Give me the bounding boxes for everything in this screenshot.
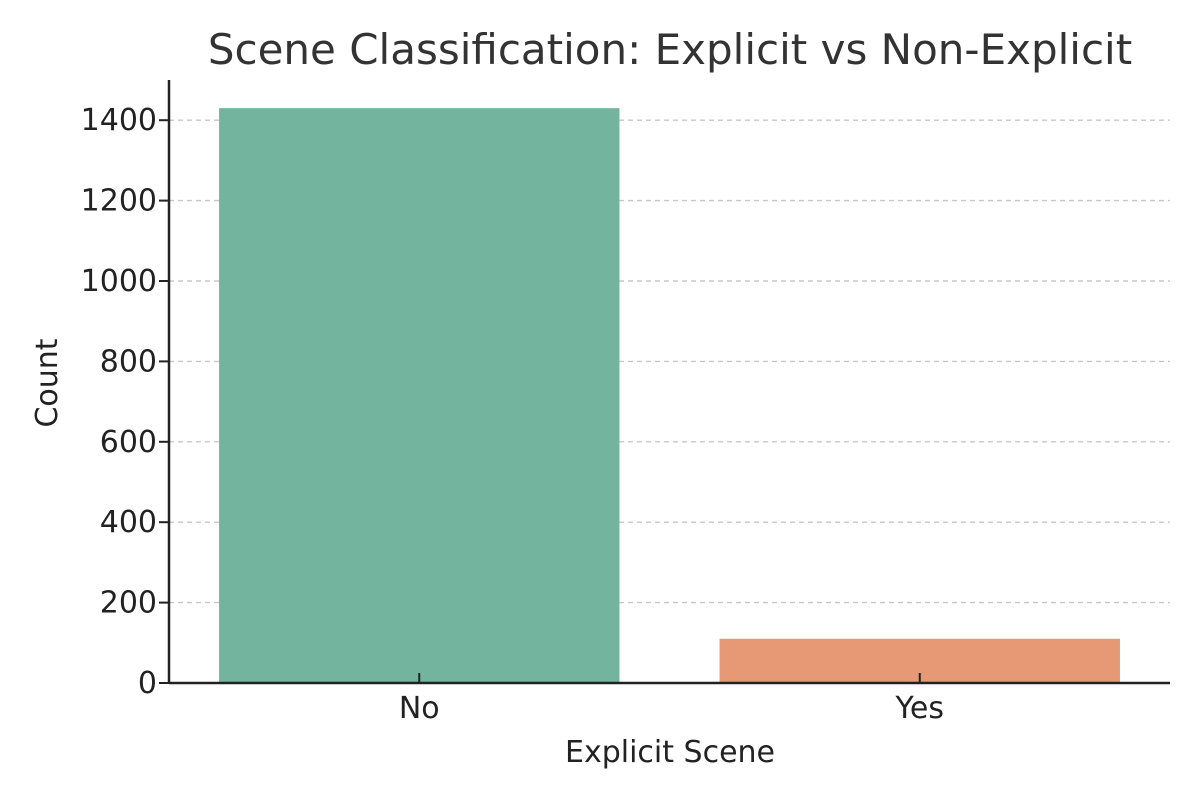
y-tick-label-0: 0 (138, 666, 157, 701)
axes-layer (167, 80, 1170, 685)
chart-title: Scene Classification: Explicit vs Non-Ex… (208, 25, 1132, 74)
x-tick-label-no: No (399, 691, 440, 726)
y-tick-label-600: 600 (100, 425, 157, 460)
y-tick-label-1400: 1400 (81, 103, 157, 138)
x-tick-label-yes: Yes (895, 691, 944, 726)
y-axis-label: Count (30, 338, 65, 427)
y-tick-label-1200: 1200 (81, 184, 157, 219)
y-tick-label-400: 400 (100, 505, 157, 540)
y-tick-label-1000: 1000 (81, 264, 157, 299)
bar-no (219, 108, 620, 683)
x-axis-label: Explicit Scene (565, 735, 775, 770)
y-tick-label-200: 200 (100, 586, 157, 621)
bars-layer (219, 108, 1120, 683)
ticks-layer: 0 200 400 600 800 1000 1200 1400 No Yes (81, 103, 944, 726)
y-tick-label-800: 800 (100, 344, 157, 379)
